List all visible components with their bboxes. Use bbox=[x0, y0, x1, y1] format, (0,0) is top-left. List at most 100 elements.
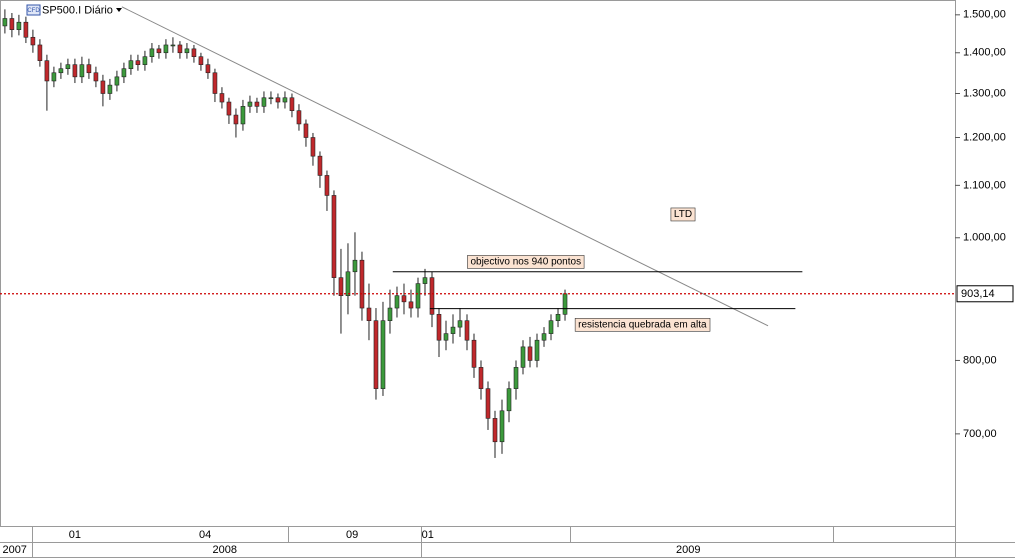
candle-body bbox=[79, 64, 85, 78]
candle-body bbox=[478, 367, 484, 389]
candle-body bbox=[380, 320, 386, 389]
x-tick-label: 01 bbox=[69, 529, 81, 541]
cfd-icon bbox=[26, 4, 41, 16]
y-tick-label: 1.100,00 bbox=[963, 179, 1006, 191]
candle-body bbox=[58, 68, 64, 74]
candle-body bbox=[247, 101, 253, 107]
candle-body bbox=[499, 410, 505, 443]
candle-body bbox=[443, 333, 449, 341]
candle-body bbox=[107, 84, 113, 94]
candle-body bbox=[163, 44, 169, 54]
last-price-label: 903,14 bbox=[961, 288, 995, 300]
candle-body bbox=[457, 320, 463, 328]
candle-body bbox=[226, 101, 232, 116]
candle-body bbox=[261, 97, 267, 107]
y-tick-label: 800,00 bbox=[963, 354, 997, 366]
candle-body bbox=[2, 18, 8, 27]
candle-body bbox=[275, 97, 281, 103]
candle-body bbox=[16, 21, 22, 30]
candle-body bbox=[422, 277, 428, 284]
y-tick-label: 1.400,00 bbox=[963, 47, 1006, 59]
candle-body bbox=[464, 320, 470, 341]
candle-body bbox=[394, 295, 400, 309]
candle-body bbox=[30, 36, 36, 46]
x-tick-label: 09 bbox=[346, 529, 358, 541]
candle-body bbox=[142, 56, 148, 65]
annotation-box bbox=[574, 318, 711, 332]
candle-body bbox=[170, 44, 176, 47]
candle-body bbox=[415, 283, 421, 309]
y-tick-label: 1.500,00 bbox=[963, 9, 1006, 21]
candle-body bbox=[429, 277, 435, 315]
candle-body bbox=[317, 155, 323, 176]
y-tick-label: 700,00 bbox=[963, 428, 997, 440]
candle-body bbox=[233, 114, 239, 125]
candle-body bbox=[366, 307, 372, 321]
candle-body bbox=[331, 195, 337, 278]
x-tick-label: 04 bbox=[199, 529, 211, 541]
candle-body bbox=[401, 295, 407, 303]
cfd-icon-label: CFD bbox=[27, 8, 40, 14]
candle-body bbox=[555, 314, 561, 321]
annotation-box bbox=[670, 207, 696, 222]
candle-body bbox=[548, 320, 554, 334]
candle-body bbox=[338, 277, 344, 296]
candle-body bbox=[562, 293, 568, 315]
candle-body bbox=[191, 48, 197, 58]
candle-body bbox=[471, 339, 477, 368]
candle-body bbox=[373, 320, 379, 389]
dropdown-arrow[interactable] bbox=[116, 8, 122, 12]
x-tick-label: 01 bbox=[422, 529, 434, 541]
trendline bbox=[121, 6, 769, 327]
plot-frame bbox=[0, 0, 956, 527]
candle-body bbox=[345, 271, 351, 296]
candle-body bbox=[408, 301, 414, 309]
candle-body bbox=[44, 60, 50, 82]
annotation-label: LTD bbox=[674, 209, 692, 220]
candle-body bbox=[184, 48, 190, 54]
candle-body bbox=[156, 48, 162, 54]
candle-body bbox=[254, 101, 260, 107]
candle-body bbox=[296, 110, 302, 125]
x-year-label: 2008 bbox=[213, 544, 237, 556]
candle-body bbox=[534, 339, 540, 361]
candle-body bbox=[114, 76, 120, 86]
candle-body bbox=[436, 314, 442, 341]
axis-separators bbox=[32, 527, 956, 558]
candle-body bbox=[520, 346, 526, 368]
candle-body bbox=[177, 44, 183, 54]
candle-body bbox=[282, 97, 288, 103]
last-price-box bbox=[956, 285, 1014, 303]
candle-body bbox=[149, 48, 155, 58]
candle-body bbox=[205, 64, 211, 74]
candle-body bbox=[268, 97, 274, 100]
candle-body bbox=[240, 106, 246, 125]
candle-body bbox=[135, 60, 141, 65]
y-tick-label: 1.000,00 bbox=[963, 232, 1006, 244]
candle-body bbox=[289, 97, 295, 111]
candle-body bbox=[387, 307, 393, 321]
candle-body bbox=[100, 80, 106, 94]
candle-body bbox=[51, 72, 57, 82]
candle-body bbox=[450, 326, 456, 334]
candle-body bbox=[93, 72, 99, 82]
candle-body bbox=[513, 367, 519, 389]
candle-body bbox=[86, 64, 92, 74]
candle-body bbox=[485, 388, 491, 419]
y-tick-label: 1.300,00 bbox=[963, 87, 1006, 99]
candle-body bbox=[324, 175, 330, 196]
annotation-box bbox=[467, 255, 585, 269]
candle-body bbox=[121, 68, 127, 78]
y-tick-label: 1.200,00 bbox=[963, 131, 1006, 143]
candle-body bbox=[9, 18, 15, 30]
candle-body bbox=[359, 259, 365, 309]
candle-body bbox=[310, 137, 316, 157]
candle-body bbox=[219, 93, 225, 103]
candle-body bbox=[303, 123, 309, 138]
candle-body bbox=[506, 388, 512, 412]
candle-body bbox=[65, 64, 71, 69]
candle-body bbox=[72, 64, 78, 78]
